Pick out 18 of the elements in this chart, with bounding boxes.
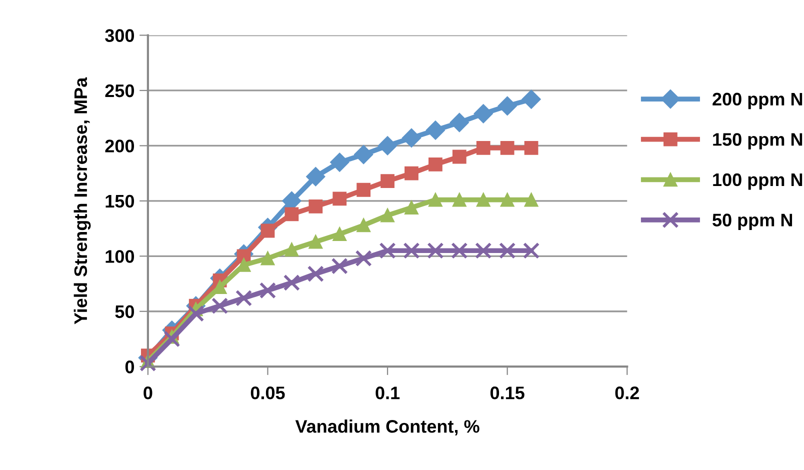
x-tick-label: 0.15: [490, 386, 524, 400]
x-tick-label: 0: [144, 386, 152, 400]
legend-label: 200 ppm N: [712, 92, 802, 110]
y-tick-label: 100: [106, 250, 134, 263]
y-tick-label: 200: [105, 140, 134, 152]
legend-label: 100 ppm N: [713, 173, 802, 190]
y-tick-label: 250: [105, 84, 134, 98]
x-axis-title: Vanadium Content, %: [295, 420, 480, 436]
legend-label: 50 ppm N: [712, 214, 792, 230]
y-axis-title: Yield Strength Increase, MPa: [74, 77, 91, 324]
y-tick-label: 300: [105, 29, 134, 42]
y-tick-label: 0: [125, 360, 134, 374]
x-tick-label: 0.05: [250, 386, 285, 400]
x-tick-label: 0.2: [615, 386, 639, 400]
legend-label: 150 ppm N: [713, 133, 802, 150]
y-tick-label: 50: [115, 305, 134, 318]
x-tick-label: 0.1: [376, 386, 400, 400]
y-tick-label: 150: [106, 194, 134, 208]
